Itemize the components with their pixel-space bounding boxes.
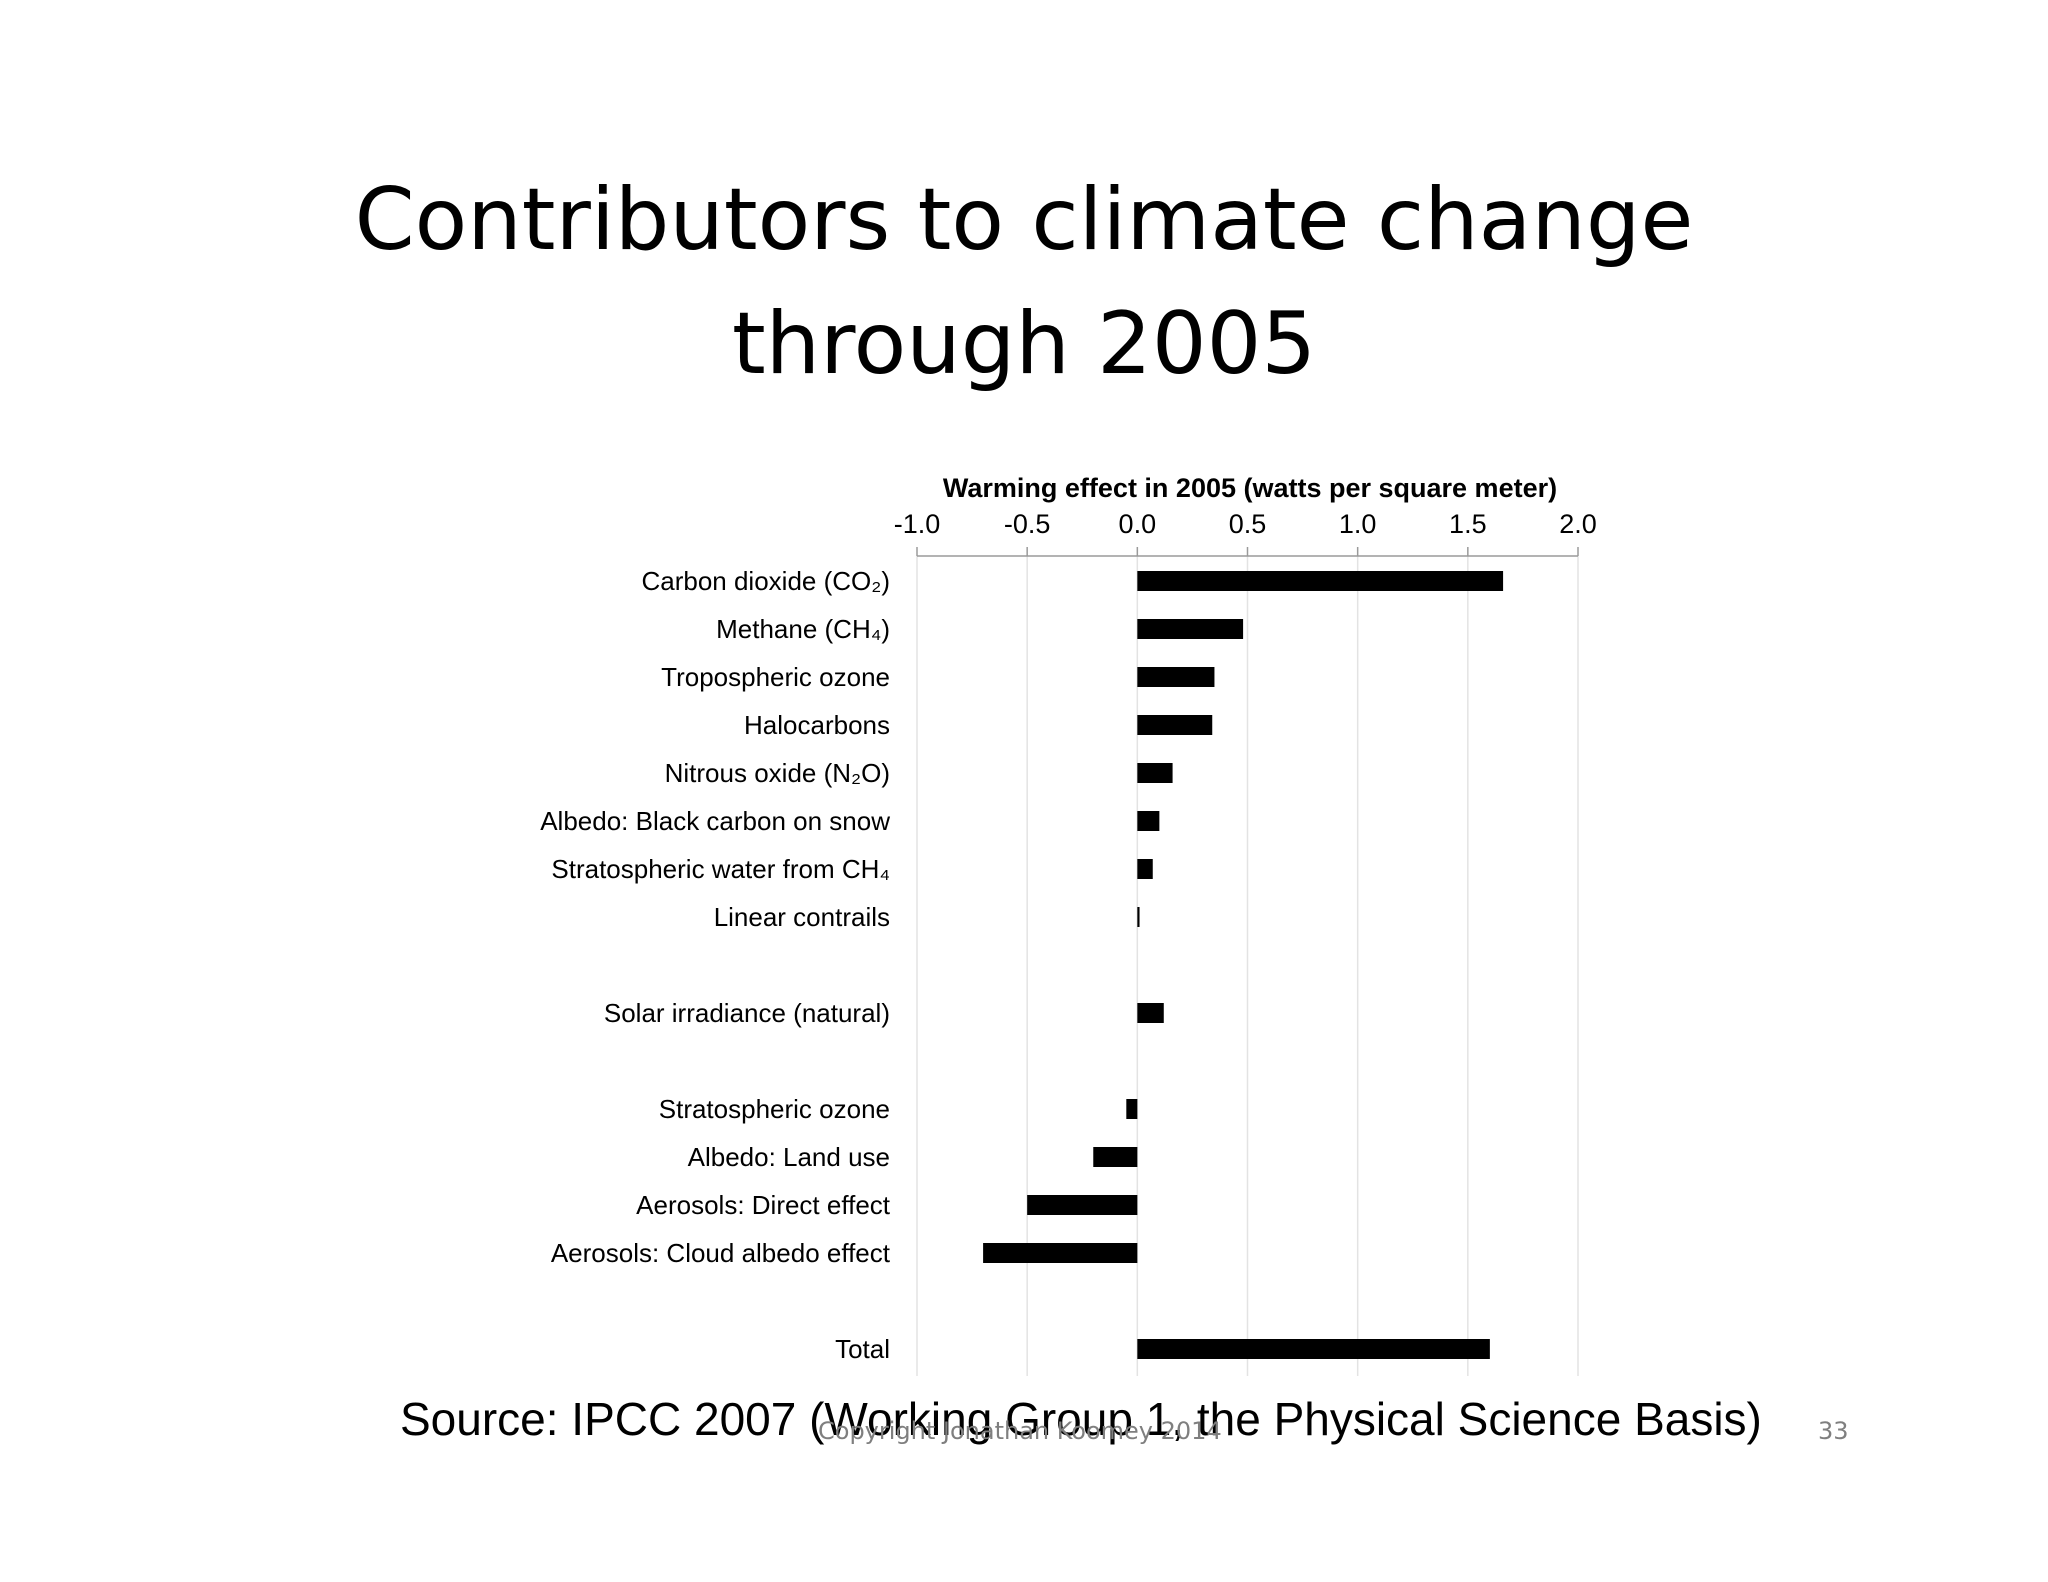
category-label: Stratospheric water from CH₄ bbox=[551, 854, 890, 884]
category-label: Solar irradiance (natural) bbox=[604, 998, 890, 1028]
bar bbox=[1137, 1003, 1164, 1023]
page-number: 33 bbox=[1818, 1417, 1849, 1445]
bar bbox=[1137, 667, 1215, 687]
x-tick-label: 1.0 bbox=[1339, 509, 1377, 539]
bar bbox=[1137, 619, 1244, 639]
x-tick-label: 0.5 bbox=[1229, 509, 1267, 539]
bar bbox=[1137, 1339, 1490, 1359]
bar bbox=[1137, 907, 1140, 927]
category-label: Albedo: Black carbon on snow bbox=[540, 806, 890, 836]
category-label: Methane (CH₄) bbox=[716, 614, 890, 644]
x-tick-label: -1.0 bbox=[894, 509, 941, 539]
category-label: Halocarbons bbox=[744, 710, 890, 740]
x-tick-label: 0.0 bbox=[1119, 509, 1157, 539]
bar bbox=[1126, 1099, 1138, 1119]
x-tick-label: 1.5 bbox=[1449, 509, 1487, 539]
bar bbox=[1137, 811, 1160, 831]
source-note: Source: IPCC 2007 (Working Group 1, the … bbox=[400, 1393, 1762, 1445]
bar bbox=[1137, 715, 1213, 735]
category-label: Total bbox=[835, 1334, 890, 1364]
bar bbox=[1137, 859, 1153, 879]
bar bbox=[1093, 1147, 1138, 1167]
gridlines bbox=[916, 556, 1579, 1376]
bar bbox=[1027, 1195, 1138, 1215]
category-labels: Carbon dioxide (CO₂) Methane (CH₄) Troposp… bbox=[540, 566, 891, 1364]
category-label: Nitrous oxide (N₂O) bbox=[665, 758, 890, 788]
category-label: Carbon dioxide (CO₂) bbox=[641, 566, 890, 596]
slide-title-line-2: through 2005 bbox=[731, 294, 1317, 394]
chart-title: Warming effect in 2005 (watts per square… bbox=[943, 473, 1557, 503]
bar bbox=[1137, 763, 1173, 783]
x-tick-label: -0.5 bbox=[1004, 509, 1051, 539]
category-label: Tropospheric ozone bbox=[661, 662, 890, 692]
bars bbox=[983, 571, 1504, 1359]
category-label: Stratospheric ozone bbox=[659, 1094, 890, 1124]
slide-title-line-1: Contributors to climate change bbox=[354, 170, 1694, 270]
category-label: Aerosols: Direct effect bbox=[636, 1190, 891, 1220]
slide-title: Contributors to climate change through 2… bbox=[0, 158, 2048, 406]
x-tick-label: 2.0 bbox=[1559, 509, 1597, 539]
category-label: Albedo: Land use bbox=[688, 1142, 890, 1172]
x-axis: -1.0 -0.5 0.0 0.5 1.0 1.5 2.0 bbox=[894, 509, 1597, 557]
category-label: Aerosols: Cloud albedo effect bbox=[551, 1238, 891, 1268]
bar bbox=[1137, 571, 1504, 591]
bar bbox=[983, 1243, 1138, 1263]
category-label: Linear contrails bbox=[714, 902, 890, 932]
copyright-note: Copyright Jonathan Koomey 2014 bbox=[818, 1417, 1222, 1445]
